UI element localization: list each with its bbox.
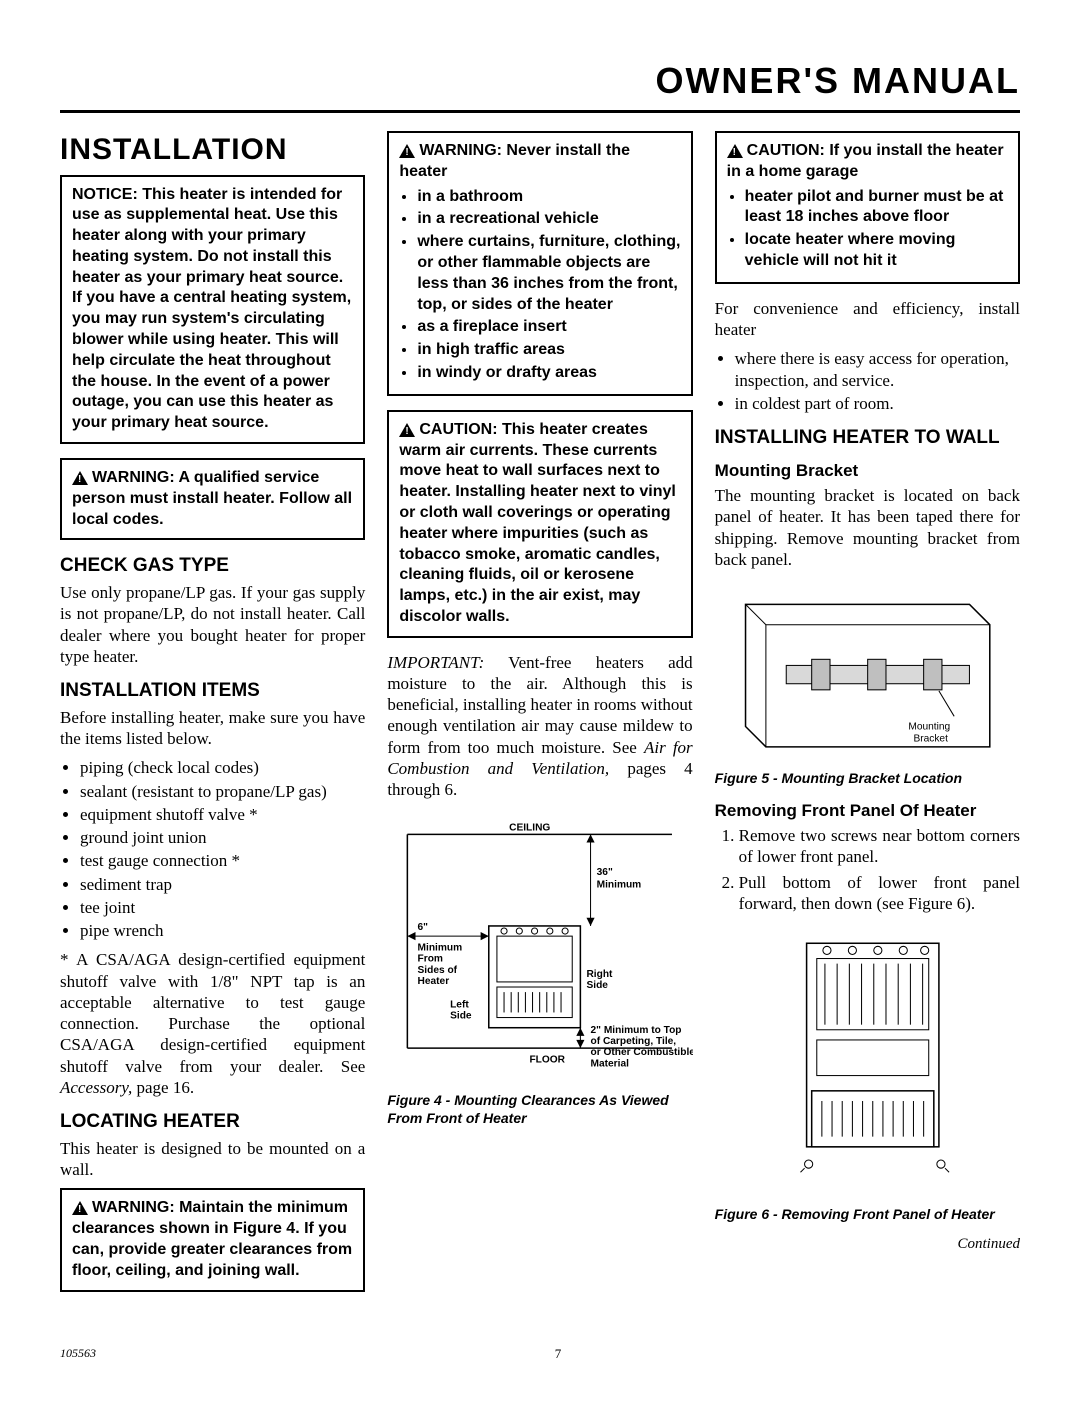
list-item: ground joint union (80, 827, 365, 848)
caution-garage-lead: CAUTION: If you install the heater in a … (727, 142, 1004, 180)
list-item: sealant (resistant to propane/LP gas) (80, 781, 365, 802)
svg-text:or Other Combustible: or Other Combustible (591, 1048, 693, 1059)
list-item: in windy or drafty areas (417, 363, 680, 384)
svg-text:CEILING: CEILING (509, 823, 550, 834)
check-gas-heading: CHECK GAS TYPE (60, 554, 365, 578)
page-number: 7 (555, 1346, 562, 1362)
column-2: WARNING: Never install the heater in a b… (387, 131, 692, 1306)
figure-6-caption: Figure 6 - Removing Front Panel of Heate… (715, 1206, 1020, 1224)
locating-heater-heading: LOCATING HEATER (60, 1110, 365, 1134)
removing-panel-heading: Removing Front Panel Of Heater (715, 800, 1020, 821)
caution-garage-box: CAUTION: If you install the heater in a … (715, 131, 1020, 284)
svg-text:2" Minimum to Top: 2" Minimum to Top (591, 1025, 682, 1036)
document-title: Owner's Manual (60, 60, 1020, 113)
list-item: equipment shutoff valve * (80, 804, 365, 825)
convenience-list: where there is easy access for operation… (715, 348, 1020, 414)
list-item: where curtains, furniture, clothing, or … (417, 232, 680, 315)
figure-5-illustration: Mounting Bracket (715, 584, 1020, 757)
convenience-text: For convenience and efficiency, install … (715, 298, 1020, 341)
list-item: as a fireplace insert (417, 317, 680, 338)
continued-label: Continued (715, 1235, 1020, 1254)
list-item: tee joint (80, 897, 365, 918)
caution-garage-list: heater pilot and burner must be at least… (727, 187, 1008, 272)
install-wall-heading: INSTALLING HEATER TO WALL (715, 426, 1020, 450)
svg-text:Material: Material (591, 1059, 630, 1070)
list-item: pipe wrench (80, 920, 365, 941)
important-moisture-text: IMPORTANT: Vent-free heaters add moistur… (387, 652, 692, 801)
list-item: where there is easy access for operation… (735, 348, 1020, 391)
column-3: CAUTION: If you install the heater in a … (715, 131, 1020, 1306)
removing-panel-list: Remove two screws near bottom corners of… (715, 825, 1020, 914)
installation-items-text: Before installing heater, make sure you … (60, 707, 365, 750)
figure-5-caption: Figure 5 - Mounting Bracket Location (715, 770, 1020, 788)
content-columns: Installation NOTICE: This heater is inte… (60, 131, 1020, 1306)
doc-code: 105563 (60, 1346, 96, 1362)
installation-heading: Installation (60, 131, 365, 169)
page: Owner's Manual Installation NOTICE: This… (0, 0, 1080, 1402)
list-item: piping (check local codes) (80, 757, 365, 778)
warning-icon (72, 1201, 88, 1215)
caution-discolor-text: CAUTION: This heater creates warm air cu… (399, 421, 676, 625)
figure-6-illustration (715, 928, 1020, 1193)
warning-clearance-text: WARNING: Maintain the minimum clearances… (72, 1199, 352, 1278)
list-item: in coldest part of room. (735, 393, 1020, 414)
installation-items-heading: INSTALLATION ITEMS (60, 679, 365, 703)
installation-items-list: piping (check local codes) sealant (resi… (60, 757, 365, 941)
notice-box: NOTICE: This heater is intended for use … (60, 175, 365, 445)
check-gas-text: Use only propane/LP gas. If your gas sup… (60, 582, 365, 667)
svg-text:6": 6" (418, 923, 429, 934)
figure-4-illustration: CEILING FLOOR 36" Minimum 6" (387, 814, 692, 1079)
warning-never-list: in a bathroom in a recreational vehicle … (399, 187, 680, 384)
svg-text:Bracket: Bracket (913, 734, 948, 745)
svg-text:Mounting: Mounting (908, 722, 950, 733)
svg-text:Heater: Heater (418, 976, 450, 987)
warning-qualified-box: WARNING: A qualified service person must… (60, 458, 365, 540)
warning-icon (727, 144, 743, 158)
column-1: Installation NOTICE: This heater is inte… (60, 131, 365, 1306)
list-item: sediment trap (80, 874, 365, 895)
list-item: test gauge connection * (80, 850, 365, 871)
page-footer: 105563 7 (60, 1346, 1020, 1362)
items-footnote: * A CSA/AGA design-certified equipment s… (60, 949, 365, 1098)
svg-text:Right: Right (587, 969, 614, 980)
svg-text:FLOOR: FLOOR (530, 1055, 566, 1066)
warning-icon (399, 144, 415, 158)
svg-text:Side: Side (450, 1011, 472, 1022)
warning-icon (72, 471, 88, 485)
warning-never-lead: WARNING: Never install the heater (399, 142, 630, 180)
list-item: Pull bottom of lower front panel forward… (739, 872, 1020, 915)
list-item: Remove two screws near bottom corners of… (739, 825, 1020, 868)
list-item: in high traffic areas (417, 340, 680, 361)
svg-text:of Carpeting, Tile,: of Carpeting, Tile, (591, 1036, 677, 1047)
warning-never-box: WARNING: Never install the heater in a b… (387, 131, 692, 396)
mounting-bracket-text: The mounting bracket is located on back … (715, 485, 1020, 570)
warning-icon (399, 423, 415, 437)
warning-clearance-box: WARNING: Maintain the minimum clearances… (60, 1188, 365, 1291)
svg-text:36": 36" (597, 868, 613, 879)
svg-text:Side: Side (587, 981, 609, 992)
caution-discolor-box: CAUTION: This heater creates warm air cu… (387, 410, 692, 638)
svg-text:Minimum: Minimum (418, 943, 463, 954)
locating-heater-text: This heater is designed to be mounted on… (60, 1138, 365, 1181)
svg-text:Sides of: Sides of (418, 965, 458, 976)
list-item: in a recreational vehicle (417, 209, 680, 230)
list-item: heater pilot and burner must be at least… (745, 187, 1008, 229)
warning-qualified-text: WARNING: A qualified service person must… (72, 469, 352, 528)
figure-4-caption: Figure 4 - Mounting Clearances As Viewed… (387, 1092, 692, 1127)
mounting-bracket-heading: Mounting Bracket (715, 460, 1020, 481)
svg-text:From: From (418, 954, 443, 965)
svg-text:Minimum: Minimum (597, 880, 642, 891)
list-item: locate heater where moving vehicle will … (745, 230, 1008, 272)
list-item: in a bathroom (417, 187, 680, 208)
svg-text:Left: Left (450, 1000, 469, 1011)
